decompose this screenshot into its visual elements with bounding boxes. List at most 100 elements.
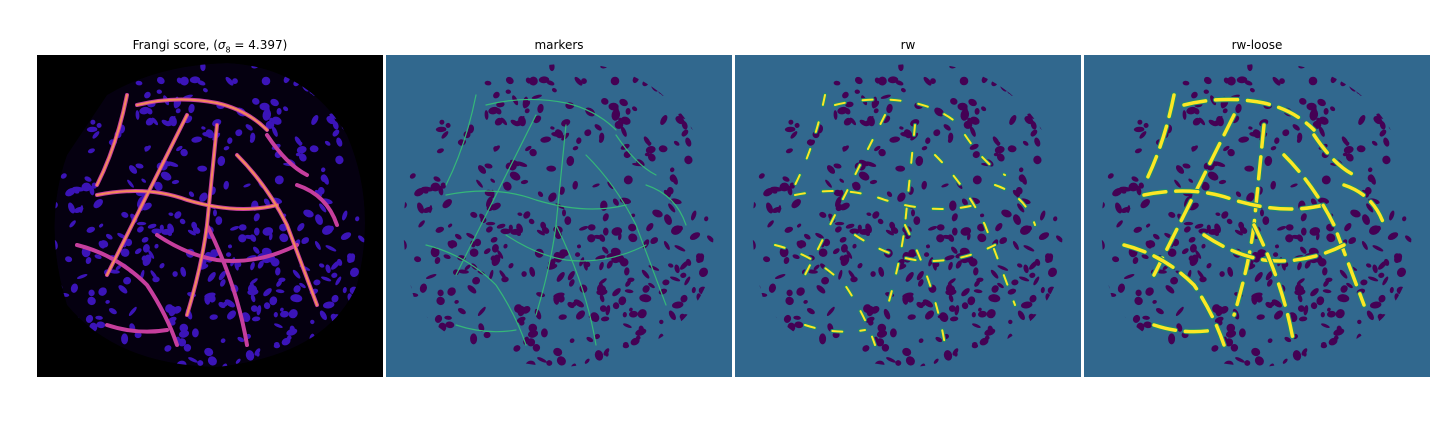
cell-blob [839, 202, 850, 211]
cell-blob [271, 126, 278, 137]
cell-blob [877, 76, 887, 86]
cell-blob [614, 107, 619, 116]
cell-blob [585, 261, 591, 268]
cell-blob [926, 244, 930, 249]
cell-blob [1033, 276, 1040, 286]
cell-blob [553, 251, 563, 263]
vessel-segment [794, 190, 976, 210]
cell-blob [250, 294, 256, 303]
cell-blob [1369, 301, 1382, 309]
cell-blob [673, 140, 680, 146]
cell-blob [1356, 145, 1366, 153]
cell-blob [249, 278, 258, 285]
vessel-segment [794, 94, 826, 186]
cell-blob [279, 233, 289, 243]
cell-blob [815, 232, 824, 239]
cell-blob [988, 294, 1001, 303]
cell-blob [959, 76, 969, 86]
cell-blob [1221, 211, 1229, 219]
cell-blob [437, 289, 444, 297]
cell-blob [331, 260, 340, 270]
cell-blob [785, 296, 794, 306]
cell-blob [1133, 126, 1145, 133]
cell-blob [786, 289, 793, 297]
cell-blob [1013, 214, 1021, 225]
cell-blob [500, 228, 511, 235]
cell-blob [280, 307, 284, 312]
cell-blob [1223, 145, 1230, 152]
cell-blob [495, 108, 502, 115]
cell-blob [993, 152, 999, 157]
cell-blob [1120, 206, 1131, 213]
cell-blob [425, 273, 437, 280]
cell-blob [991, 285, 999, 293]
vessel-segment [155, 233, 299, 263]
cell-blob [85, 314, 94, 323]
cell-blob [1285, 224, 1294, 231]
cell-blob [622, 312, 627, 318]
cell-blob [457, 307, 466, 315]
cell-blob [859, 119, 869, 127]
cell-blob [1133, 226, 1143, 233]
cell-blob [1188, 236, 1196, 243]
cell-blob [1134, 148, 1142, 154]
cell-blob [1335, 309, 1345, 319]
panel-title-rw: rw [900, 38, 916, 52]
cell-blob [602, 246, 609, 254]
cell-blob [265, 107, 270, 116]
cell-blob [245, 350, 255, 361]
cell-blob [546, 360, 553, 366]
cell-blob [263, 302, 271, 310]
cell-blob [483, 331, 491, 339]
cell-blob [288, 309, 298, 319]
cell-blob [1321, 175, 1331, 185]
cell-blob [1182, 80, 1190, 86]
cell-blob [187, 229, 196, 236]
cell-blob [551, 88, 557, 93]
cell-blob [1224, 338, 1234, 347]
cell-blob [217, 156, 226, 166]
cell-blob [319, 263, 325, 268]
cell-blob [319, 203, 327, 213]
cell-blob [1337, 294, 1350, 303]
cell-blob [986, 309, 996, 319]
cell-blob [928, 257, 934, 267]
cell-blob [1235, 191, 1242, 198]
cell-blob [550, 126, 555, 130]
cell-blob [668, 263, 674, 268]
cell-blob [280, 310, 289, 318]
cell-blob [95, 315, 103, 320]
cell-blob [269, 296, 278, 306]
cell-blob [1394, 253, 1403, 264]
cell-blob [201, 126, 206, 130]
cell-blob [435, 126, 447, 133]
cell-blob [952, 348, 959, 356]
cell-blob [168, 212, 174, 216]
rw-loose-image [1084, 55, 1430, 377]
cell-blob [1367, 167, 1373, 173]
cell-blob [576, 137, 582, 144]
cell-blob [1029, 260, 1038, 270]
rw-image [735, 55, 1081, 377]
cell-blob [421, 186, 434, 192]
cell-blob [86, 226, 96, 233]
cell-blob [525, 145, 532, 152]
cell-blob [660, 115, 668, 125]
cell-blob [948, 285, 956, 294]
cell-blob [1170, 276, 1179, 285]
cell-blob [172, 271, 178, 277]
cell-blob [526, 338, 536, 347]
cell-blob [219, 279, 226, 287]
cell-blob [1168, 211, 1176, 218]
cell-blob [1345, 153, 1354, 162]
cell-blob [981, 106, 987, 112]
cell-blob [485, 221, 496, 226]
cell-blob [204, 295, 211, 305]
cell-blob [1219, 271, 1225, 277]
cell-blob [944, 255, 955, 261]
cell-blob [1292, 350, 1302, 361]
cell-blob [924, 310, 935, 320]
cell-blob [977, 233, 987, 243]
cell-blob [127, 179, 134, 188]
cell-blob [797, 223, 802, 228]
